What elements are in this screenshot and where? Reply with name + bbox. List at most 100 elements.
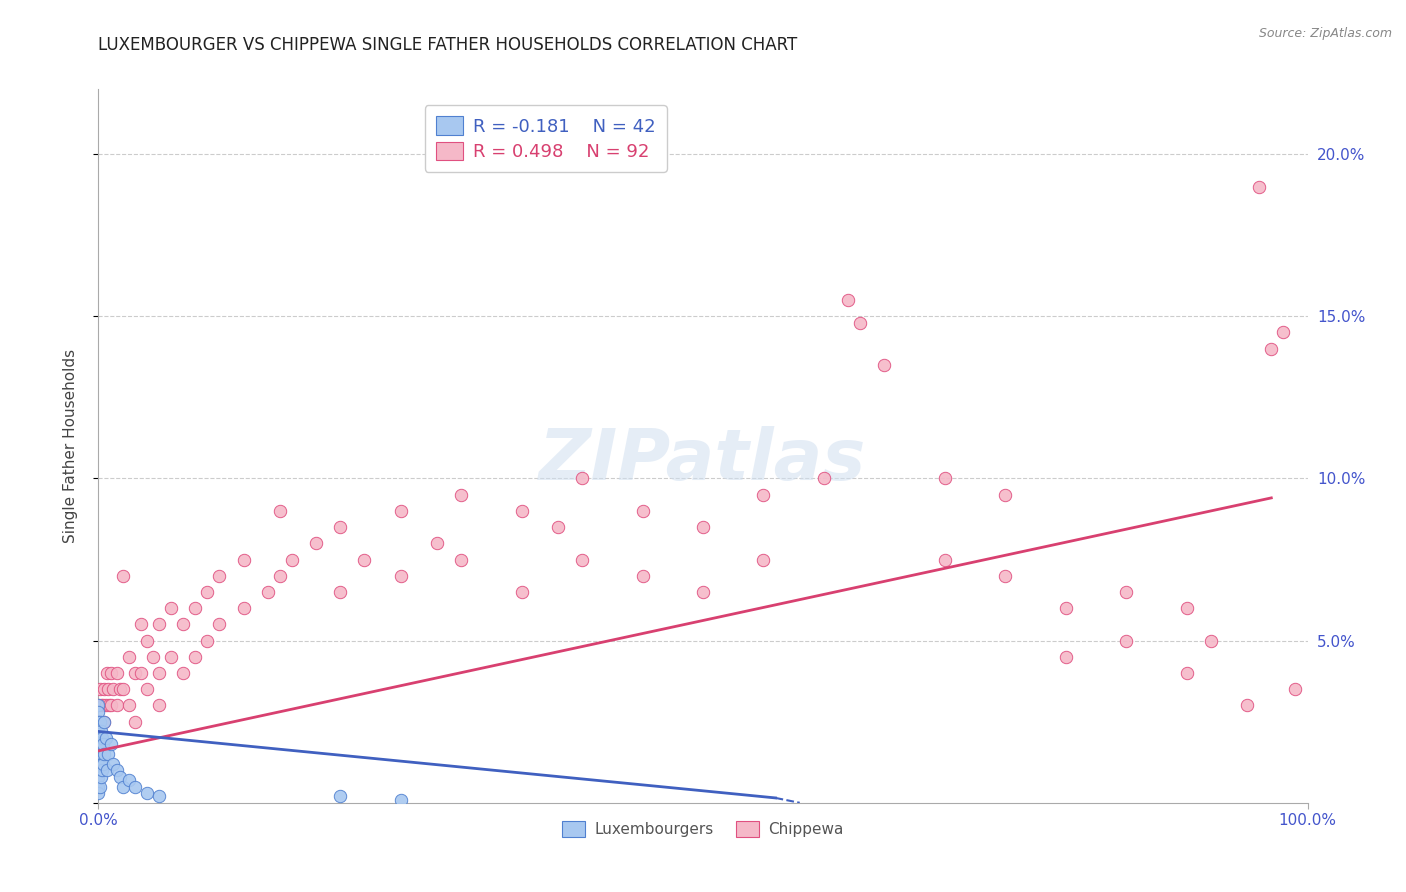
Point (101, 682, 124, 697)
Point (118, 773, 141, 788)
Point (108, 682, 131, 697)
Point (87, 714, 110, 729)
Point (91, 714, 114, 729)
Point (97, 747, 120, 761)
Point (148, 617, 170, 632)
Point (1260, 342, 1282, 356)
Point (129, 666, 152, 681)
Point (91, 764, 114, 778)
Point (93, 747, 115, 761)
Point (571, 471, 593, 485)
Point (1199, 633, 1222, 648)
Point (813, 471, 835, 485)
Point (87, 714, 110, 729)
Point (96, 764, 118, 778)
Point (87, 698, 110, 713)
Point (105, 666, 128, 681)
Point (101, 756, 124, 771)
Point (329, 789, 352, 804)
Point (100, 698, 122, 713)
Point (1175, 601, 1198, 615)
Point (1284, 682, 1306, 697)
Point (389, 504, 412, 518)
Point (160, 601, 183, 615)
Y-axis label: Single Father Households: Single Father Households (63, 349, 77, 543)
Point (450, 488, 472, 502)
Point (118, 649, 141, 664)
Legend: Luxembourgers, Chippewa: Luxembourgers, Chippewa (554, 814, 852, 845)
Point (90, 731, 112, 745)
Point (269, 504, 291, 518)
Point (281, 552, 304, 566)
Point (100, 666, 122, 681)
Point (269, 568, 291, 582)
Point (160, 649, 183, 664)
Point (91, 738, 114, 752)
Point (87, 770, 110, 784)
Point (547, 520, 569, 534)
Point (208, 617, 231, 632)
Point (89, 714, 111, 729)
Point (934, 552, 956, 566)
Point (148, 789, 170, 804)
Point (1054, 649, 1077, 664)
Point (118, 698, 141, 713)
Point (111, 780, 134, 794)
Point (89, 780, 111, 794)
Point (329, 585, 352, 599)
Point (752, 552, 775, 566)
Point (87, 747, 110, 761)
Point (426, 536, 449, 550)
Point (934, 471, 956, 485)
Point (195, 585, 218, 599)
Point (91, 731, 114, 745)
Point (389, 568, 412, 582)
Point (692, 520, 714, 534)
Point (87, 786, 110, 800)
Point (90, 770, 112, 784)
Point (208, 568, 231, 582)
Point (93, 714, 115, 729)
Point (89, 747, 111, 761)
Point (450, 552, 472, 566)
Point (111, 682, 134, 697)
Point (172, 666, 194, 681)
Point (91, 698, 114, 713)
Point (89, 714, 111, 729)
Point (87, 738, 110, 752)
Point (1249, 179, 1271, 194)
Point (389, 792, 412, 806)
Point (111, 568, 134, 582)
Point (631, 568, 654, 582)
Point (172, 617, 194, 632)
Point (89, 764, 111, 778)
Point (105, 698, 128, 713)
Point (124, 780, 146, 794)
Point (1115, 633, 1137, 648)
Point (108, 770, 131, 784)
Point (849, 316, 872, 330)
Point (1115, 585, 1137, 599)
Point (87, 780, 110, 794)
Point (129, 617, 152, 632)
Point (184, 601, 207, 615)
Point (87, 764, 110, 778)
Point (329, 520, 352, 534)
Point (142, 649, 165, 664)
Point (256, 585, 278, 599)
Point (510, 585, 533, 599)
Point (994, 568, 1017, 582)
Point (87, 705, 110, 719)
Point (98, 698, 121, 713)
Point (89, 731, 111, 745)
Point (148, 666, 170, 681)
Point (510, 504, 533, 518)
Point (1272, 326, 1295, 340)
Point (94, 698, 117, 713)
Point (305, 536, 328, 550)
Point (232, 552, 254, 566)
Point (87, 698, 110, 713)
Point (1175, 666, 1198, 681)
Text: LUXEMBOURGER VS CHIPPEWA SINGLE FATHER HOUSEHOLDS CORRELATION CHART: LUXEMBOURGER VS CHIPPEWA SINGLE FATHER H… (98, 36, 797, 54)
Point (90, 698, 112, 713)
